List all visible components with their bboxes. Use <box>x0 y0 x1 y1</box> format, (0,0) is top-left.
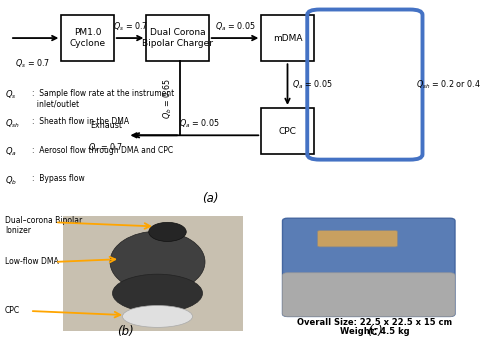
FancyBboxPatch shape <box>61 15 114 61</box>
FancyBboxPatch shape <box>282 218 455 316</box>
Text: $Q_{sh}$ = 0.2 or 0.4: $Q_{sh}$ = 0.2 or 0.4 <box>416 78 480 91</box>
Text: $Q_a$ = 0.05: $Q_a$ = 0.05 <box>214 20 256 33</box>
Text: $Q_s$ = 0.7: $Q_s$ = 0.7 <box>112 20 148 33</box>
FancyBboxPatch shape <box>282 273 455 316</box>
Ellipse shape <box>112 274 202 312</box>
Text: PM1.0
Cyclone: PM1.0 Cyclone <box>70 28 106 48</box>
Ellipse shape <box>110 231 205 293</box>
Text: $Q_s$ = 0.7: $Q_s$ = 0.7 <box>15 57 50 70</box>
Text: Overall Size: 22.5 x 22.5 x 15 cm: Overall Size: 22.5 x 22.5 x 15 cm <box>298 318 452 327</box>
Text: :  Sheath flow in the DMA: : Sheath flow in the DMA <box>32 117 130 126</box>
Ellipse shape <box>149 222 186 241</box>
FancyBboxPatch shape <box>261 108 314 154</box>
Text: $Q_a$ = 0.05: $Q_a$ = 0.05 <box>179 118 220 130</box>
Text: $Q_{sh}$: $Q_{sh}$ <box>5 117 20 130</box>
Text: $Q_b$ = 0.65: $Q_b$ = 0.65 <box>162 78 174 119</box>
Text: Exhaust: Exhaust <box>90 121 122 130</box>
FancyBboxPatch shape <box>146 15 209 61</box>
Text: :  Bypass flow: : Bypass flow <box>32 175 85 183</box>
Text: :  Sample flow rate at the instrument
  inlet/outlet: : Sample flow rate at the instrument inl… <box>32 89 175 108</box>
Text: $Q_s$ = 0.7: $Q_s$ = 0.7 <box>88 142 122 154</box>
Text: Dual Corona
Bipolar Charger: Dual Corona Bipolar Charger <box>142 28 213 48</box>
FancyBboxPatch shape <box>261 15 314 61</box>
Text: $Q_b$: $Q_b$ <box>5 175 17 187</box>
Text: (c): (c) <box>367 325 383 338</box>
FancyBboxPatch shape <box>318 231 398 247</box>
Text: $Q_a$ = 0.05: $Q_a$ = 0.05 <box>292 78 334 91</box>
Text: Weight: 4.5 kg: Weight: 4.5 kg <box>340 327 410 336</box>
Text: :  Aerosol flow through DMA and CPC: : Aerosol flow through DMA and CPC <box>32 146 174 155</box>
Text: (a): (a) <box>202 192 218 205</box>
Text: Dual–corona Bipolar
Ionizer: Dual–corona Bipolar Ionizer <box>5 216 82 235</box>
Text: (b): (b) <box>116 325 134 338</box>
Text: $Q_s$: $Q_s$ <box>5 89 16 101</box>
Ellipse shape <box>122 306 192 327</box>
Text: CPC: CPC <box>5 307 20 315</box>
Text: $Q_a$: $Q_a$ <box>5 146 17 158</box>
FancyBboxPatch shape <box>62 216 242 331</box>
Text: Low-flow DMA: Low-flow DMA <box>5 257 59 266</box>
Text: CPC: CPC <box>278 127 296 136</box>
Text: mDMA: mDMA <box>273 33 302 43</box>
